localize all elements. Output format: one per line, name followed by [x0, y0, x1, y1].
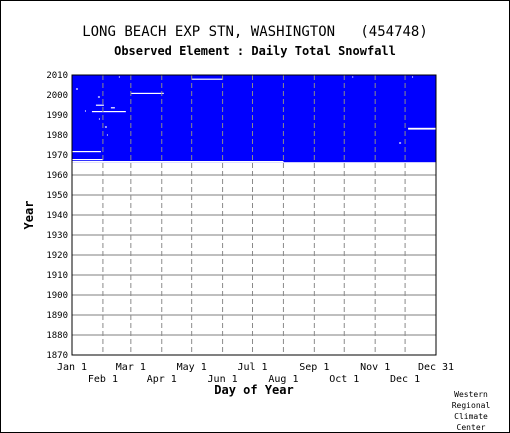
y-tick-label: 1910	[46, 271, 68, 281]
wrcc-credit: Western Regional Climate Center	[446, 389, 496, 433]
y-axis-label: Year	[22, 201, 36, 230]
y-tick-label: 1990	[46, 111, 68, 121]
missing-data-gap	[97, 96, 100, 98]
missing-data-gap	[75, 88, 78, 90]
y-tick-label: 1890	[46, 311, 68, 321]
x-axis-label: Day of Year	[214, 383, 293, 397]
x-tick-label: May 1	[177, 362, 207, 373]
y-tick-label: 2000	[46, 91, 68, 101]
missing-data-gap	[95, 104, 104, 106]
missing-data-gap	[91, 111, 126, 113]
y-tick-label: 1880	[46, 331, 68, 341]
y-tick-label: 2010	[46, 71, 68, 81]
missing-data-gap	[130, 92, 164, 94]
missing-data-gap	[191, 78, 223, 80]
credit-line-4: Center	[456, 423, 486, 432]
missing-data-gap	[412, 76, 414, 78]
y-tick-label: 1980	[46, 131, 68, 141]
y-tick-label: 1900	[46, 291, 68, 301]
y-tick-label: 1930	[46, 231, 68, 241]
credit-line-2: Regional	[451, 401, 491, 410]
missing-data-gap	[118, 76, 120, 78]
missing-data-gap	[72, 159, 103, 161]
y-tick-label: 1920	[46, 251, 68, 261]
missing-data-gap	[408, 127, 436, 130]
x-tick-label: Oct 1	[329, 374, 359, 385]
missing-data-gap	[399, 142, 402, 144]
x-tick-label: Jul 1	[237, 362, 267, 373]
x-tick-label: Mar 1	[116, 362, 146, 373]
x-tick-label: Jan 1	[57, 362, 87, 373]
missing-data-gap	[98, 118, 100, 120]
x-tick-label: Aug 1	[268, 374, 298, 385]
missing-data-gap	[84, 110, 86, 112]
x-tick-label: Dec 1	[390, 374, 420, 385]
y-tick-label: 1950	[46, 191, 68, 201]
missing-data-gap	[106, 134, 108, 136]
credit-line-1: Western	[454, 390, 488, 399]
missing-data-gap	[110, 107, 115, 109]
data-coverage-block	[72, 75, 436, 161]
y-tick-label: 1870	[46, 351, 68, 361]
y-tick-label: 1970	[46, 151, 68, 161]
x-tick-label: Apr 1	[147, 374, 177, 385]
x-tick-label: Jun 1	[208, 374, 238, 385]
missing-data-gap	[72, 151, 101, 153]
chart-title: LONG BEACH EXP STN, WASHINGTON (454748)	[82, 24, 428, 40]
y-tick-label: 1940	[46, 211, 68, 221]
plot-border	[71, 74, 437, 356]
x-tick-label: Dec 31	[418, 362, 454, 373]
x-tick-label: Sep 1	[299, 362, 329, 373]
missing-data-gap	[104, 126, 107, 128]
missing-data-gap	[72, 161, 284, 163]
y-tick-label: 1960	[46, 171, 68, 181]
x-tick-label: Feb 1	[88, 374, 118, 385]
x-tick-label: Nov 1	[360, 362, 390, 373]
credit-line-3: Climate	[454, 412, 488, 421]
chart-subtitle: Observed Element : Daily Total Snowfall	[114, 44, 396, 58]
missing-data-gap	[352, 76, 354, 78]
